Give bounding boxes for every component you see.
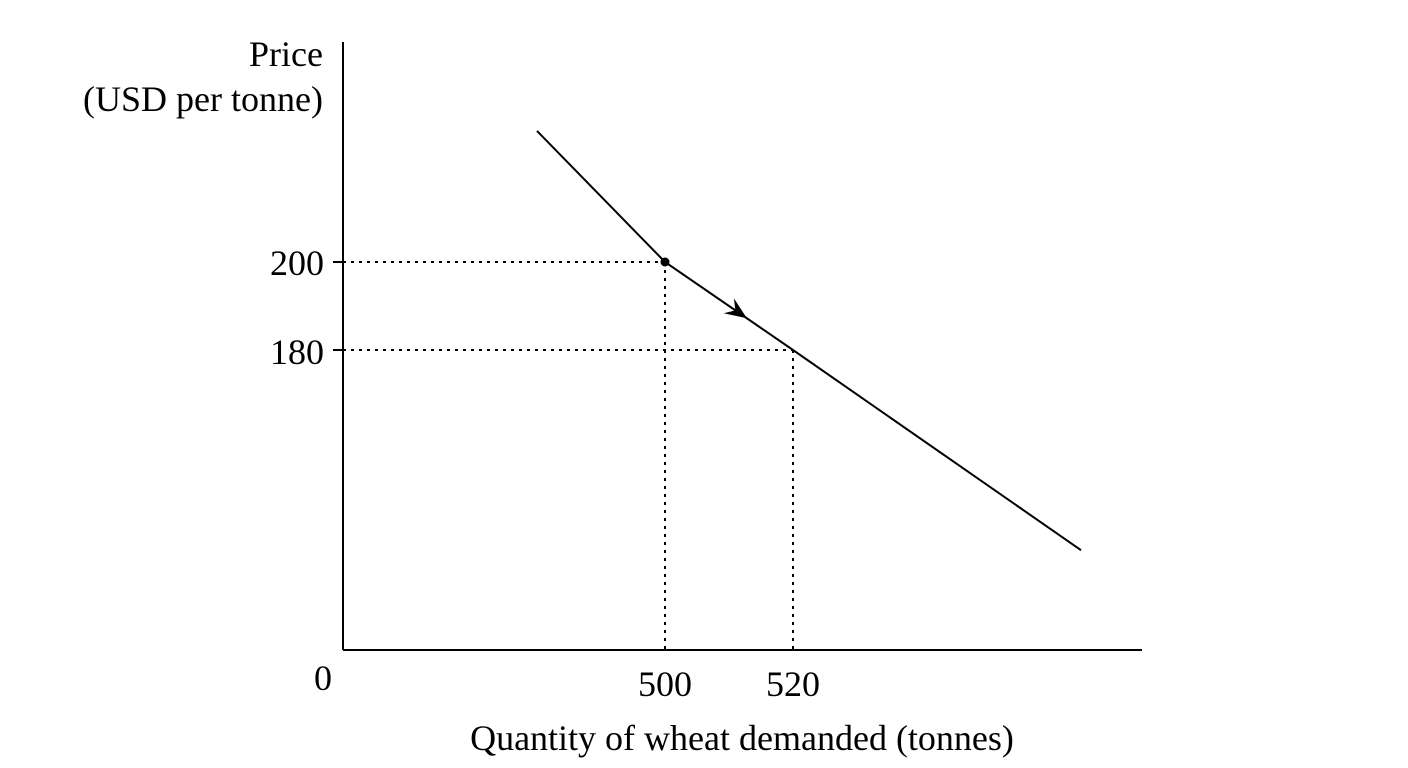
point-500-200 — [660, 257, 670, 267]
origin-label: 0 — [314, 658, 332, 698]
x-tick-label-500: 500 — [638, 664, 692, 704]
y-tick-label-200: 200 — [270, 243, 324, 283]
chart-marks — [333, 130, 1082, 650]
demand-curve — [536, 130, 1082, 552]
x-tick-label-520: 520 — [766, 664, 820, 704]
y-tick-label-180: 180 — [270, 332, 324, 372]
movement-arrow-icon — [723, 298, 747, 319]
y-axis-label-line-1: Price — [249, 34, 323, 74]
x-axis-label: Quantity of wheat demanded (tonnes) — [470, 718, 1014, 758]
y-axis-label-line-2: (USD per tonne) — [83, 79, 323, 119]
